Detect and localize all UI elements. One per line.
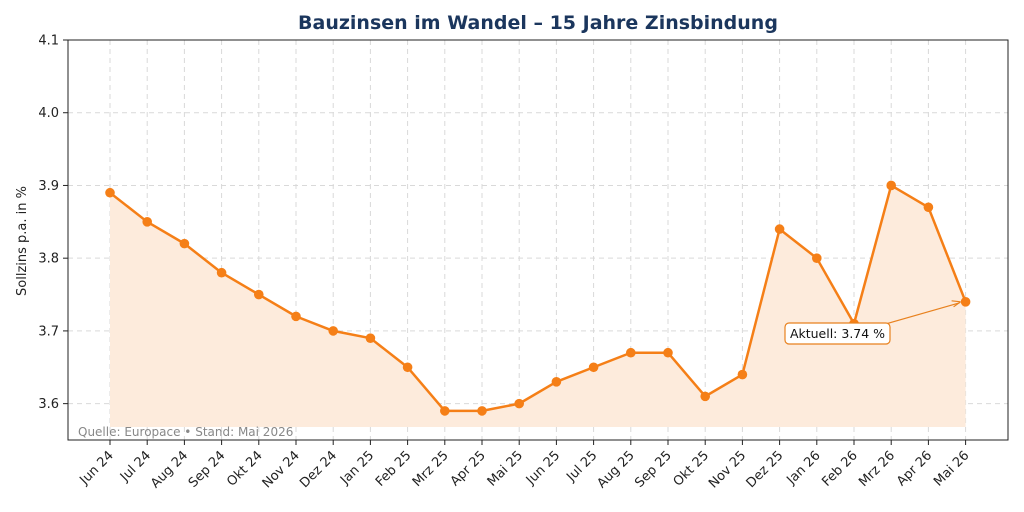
data-point-10: [477, 406, 487, 416]
data-point-15: [663, 347, 673, 358]
x-tick-label-15: Sep 25: [632, 448, 675, 491]
y-axis-ticks: 3.6 3.7 3.8 3.9 4.0 4.1: [38, 34, 68, 412]
data-point-18: [774, 224, 785, 234]
x-tick-label-23: Mai 26: [931, 448, 972, 489]
y-tick-label-2: 3.8: [38, 252, 59, 267]
x-tick-label-9: Mrz 25: [410, 448, 452, 490]
data-point-2: [179, 238, 190, 249]
x-tick-label-22: Apr 26: [894, 448, 935, 489]
y-tick-label-5: 4.1: [38, 34, 59, 49]
x-tick-label-0: Jun 24: [77, 448, 117, 488]
x-tick-label-6: Dez 24: [297, 448, 340, 491]
data-points: [105, 180, 971, 416]
data-point-16: [700, 391, 710, 402]
x-tick-label-10: Apr 25: [448, 448, 489, 489]
series-line: [109, 184, 967, 413]
data-point-1: [142, 217, 152, 227]
x-tick-label-17: Nov 25: [706, 448, 749, 491]
data-point-14: [626, 347, 636, 358]
x-tick-label-7: Jan 25: [337, 448, 377, 488]
x-tick-label-2: Aug 24: [148, 448, 191, 491]
annotation-box: [784, 322, 891, 345]
data-point-9: [440, 406, 450, 416]
annotation-group: Aktuell: 3.74 %: [784, 300, 961, 345]
x-tick-label-18: Dez 25: [744, 448, 787, 491]
y-tick-label-0: 3.6: [38, 397, 59, 412]
x-tick-label-5: Nov 24: [260, 448, 303, 491]
x-tick-label-16: Okt 25: [671, 448, 712, 489]
data-point-3: [216, 267, 227, 278]
annotation-label: Aktuell: 3.74 %: [790, 326, 885, 341]
data-point-17: [737, 369, 748, 380]
x-tick-label-12: Jun 25: [523, 448, 563, 488]
series-line-group: [109, 184, 967, 413]
x-tick-label-8: Feb 25: [373, 448, 415, 490]
y-tick-label-3: 3.9: [38, 179, 59, 194]
annotation-arrow: [881, 302, 960, 326]
x-tick-label-4: Okt 24: [224, 448, 265, 489]
x-tick-label-14: Aug 25: [594, 448, 637, 491]
data-point-19: [812, 253, 822, 263]
data-point-12: [551, 377, 562, 387]
y-tick-label-1: 3.7: [38, 324, 59, 339]
source-note: Quelle: Europace • Stand: Mai 2026: [78, 425, 293, 439]
chart-title: Bauzinsen im Wandel – 15 Jahre Zinsbindu…: [298, 12, 778, 34]
plot-frame: [67, 39, 1009, 441]
data-point-13: [588, 362, 599, 373]
x-tick-label-21: Mrz 26: [856, 448, 898, 490]
data-point-11: [514, 398, 524, 409]
x-tick-label-11: Mai 25: [485, 448, 526, 489]
data-point-4: [253, 289, 264, 300]
annotation-arrowhead: [951, 300, 961, 308]
data-point-5: [291, 311, 301, 322]
area-fill-shape: [110, 185, 966, 427]
data-point-21: [886, 180, 896, 191]
y-tick-label-4: 4.0: [38, 106, 59, 121]
data-point-23: [960, 297, 971, 307]
x-tick-label-3: Sep 24: [186, 448, 229, 491]
data-point-0: [105, 187, 115, 198]
data-point-7: [365, 333, 376, 343]
area-fill: [110, 185, 966, 427]
data-point-8: [402, 362, 413, 373]
data-point-6: [328, 326, 339, 336]
data-point-22: [923, 202, 934, 213]
x-tick-label-20: Feb 26: [819, 448, 861, 490]
y-axis-label: Sollzins p.a. in %: [15, 186, 30, 296]
x-tick-label-19: Jan 26: [784, 448, 824, 488]
